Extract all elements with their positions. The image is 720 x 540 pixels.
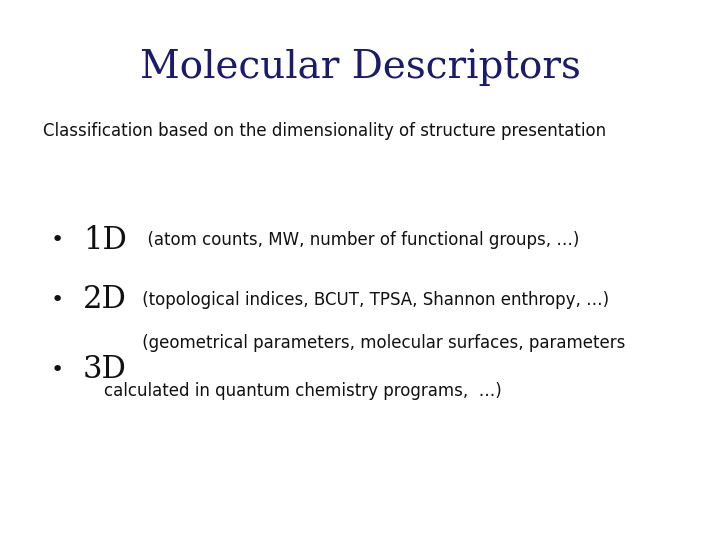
- Text: calculated in quantum chemistry programs,  …): calculated in quantum chemistry programs…: [83, 382, 502, 401]
- Text: •: •: [50, 230, 63, 251]
- Text: (geometrical parameters, molecular surfaces, parameters: (geometrical parameters, molecular surfa…: [137, 334, 625, 352]
- Text: (topological indices, BCUT, TPSA, Shannon enthropy, …): (topological indices, BCUT, TPSA, Shanno…: [137, 291, 609, 309]
- Text: •: •: [50, 289, 63, 310]
- Text: (atom counts, MW, number of functional groups, …): (atom counts, MW, number of functional g…: [137, 231, 579, 249]
- Text: 1D: 1D: [83, 225, 127, 256]
- Text: 2D: 2D: [83, 284, 127, 315]
- Text: 3D: 3D: [83, 354, 127, 386]
- Text: •: •: [50, 360, 63, 380]
- Text: Classification based on the dimensionality of structure presentation: Classification based on the dimensionali…: [43, 122, 606, 139]
- Text: Molecular Descriptors: Molecular Descriptors: [140, 49, 580, 86]
